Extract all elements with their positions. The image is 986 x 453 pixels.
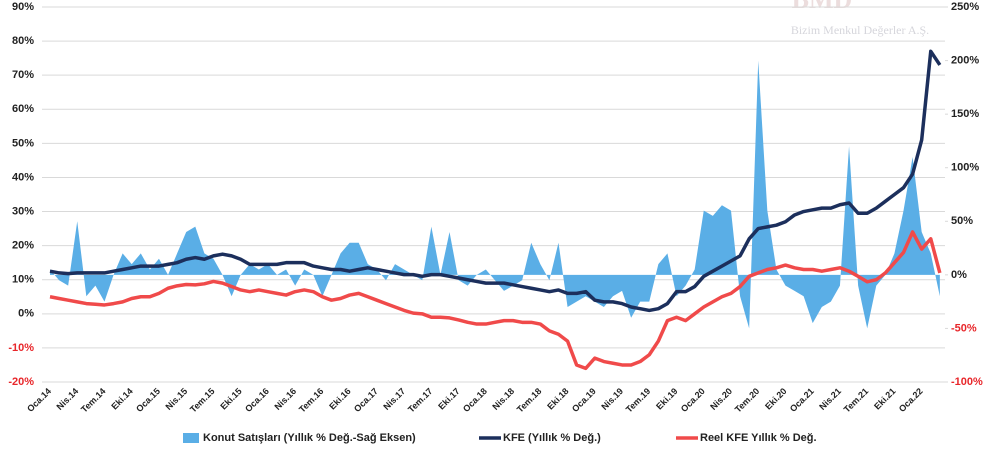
x-tick-label: Tem.15: [188, 386, 217, 415]
y2-tick-label: 100%: [951, 162, 979, 174]
x-tick-label: Tem.19: [624, 386, 653, 415]
x-tick-label: Oca.18: [461, 386, 489, 414]
y-tick-label: 60%: [12, 103, 34, 115]
y-tick-label: 20%: [12, 240, 34, 252]
x-tick-label: Oca.14: [25, 386, 53, 414]
y2-tick-label: -50%: [951, 322, 977, 334]
x-tick-label: Oca.20: [679, 386, 707, 414]
y2-tick-label: 50%: [951, 215, 973, 227]
y-tick-label: 90%: [12, 1, 34, 13]
watermark: BMD Bizim Menkul Değerler A.Ş.: [791, 0, 929, 37]
y2-tick-label: 0%: [951, 269, 967, 281]
x-tick-label: Eki.15: [218, 386, 243, 411]
x-tick-label: Oca.16: [243, 386, 271, 414]
x-tick-label: Oca.22: [897, 386, 925, 414]
x-tick-label: Eki.16: [327, 386, 352, 411]
x-tick-label: Oca.17: [352, 386, 380, 414]
y-tick-label: -20%: [8, 376, 34, 388]
y2-tick-label: -100%: [951, 376, 983, 388]
y2-tick-label: 200%: [951, 54, 979, 66]
x-tick-label: Oca.15: [134, 386, 162, 414]
x-tick-label: Nis.19: [599, 386, 625, 412]
x-tick-label: Tem.20: [733, 386, 762, 415]
line: [49, 49, 942, 313]
x-tick-label: Eki.21: [872, 386, 897, 411]
y2-tick-label: 150%: [951, 108, 979, 120]
x-tick-label: Tem.14: [79, 386, 108, 415]
x-tick-label: Eki.19: [654, 386, 679, 411]
y-tick-label: 0%: [18, 308, 34, 320]
x-tick-label: Tem.16: [297, 386, 326, 415]
x-tick-label: Nis.17: [381, 386, 407, 412]
x-tick-label: Nis.15: [163, 386, 189, 412]
y-tick-label: 70%: [12, 69, 34, 81]
legend-label: Reel KFE Yıllık % Değ.: [700, 432, 817, 444]
legend-label: KFE (Yıllık % Değ.): [503, 432, 601, 444]
y-tick-label: -10%: [8, 342, 34, 354]
x-tick-label: Oca.21: [788, 386, 816, 414]
legend-swatch: [183, 433, 199, 443]
x-tick-label: Nis.18: [490, 386, 516, 412]
x-tick-label: Nis.21: [817, 386, 843, 412]
y2-tick-label: 250%: [951, 1, 979, 13]
x-tick-label: Eki.18: [545, 386, 570, 411]
y-tick-label: 40%: [12, 171, 34, 183]
x-tick-label: Tem.18: [515, 386, 544, 415]
x-tick-label: Nis.14: [55, 386, 81, 412]
x-tick-label: Eki.20: [763, 386, 788, 411]
y-tick-label: 10%: [12, 274, 34, 286]
y-tick-label: 50%: [12, 137, 34, 149]
x-tick-label: Tem.21: [842, 386, 871, 415]
x-tick-label: Nis.20: [708, 386, 734, 412]
x-tick-label: Eki.17: [436, 386, 461, 411]
x-tick-label: Oca.19: [570, 386, 598, 414]
x-tick-label: Eki.14: [109, 386, 134, 411]
x-tick-label: Nis.16: [272, 386, 298, 412]
legend-label: Konut Satışları (Yıllık % Değ.-Sağ Eksen…: [203, 432, 416, 444]
x-tick-label: Tem.17: [406, 386, 435, 415]
y-tick-label: 30%: [12, 205, 34, 217]
watermark-text: Bizim Menkul Değerler A.Ş.: [791, 23, 929, 37]
area: [50, 60, 940, 329]
y-tick-label: 80%: [12, 35, 34, 47]
line: [49, 230, 942, 371]
